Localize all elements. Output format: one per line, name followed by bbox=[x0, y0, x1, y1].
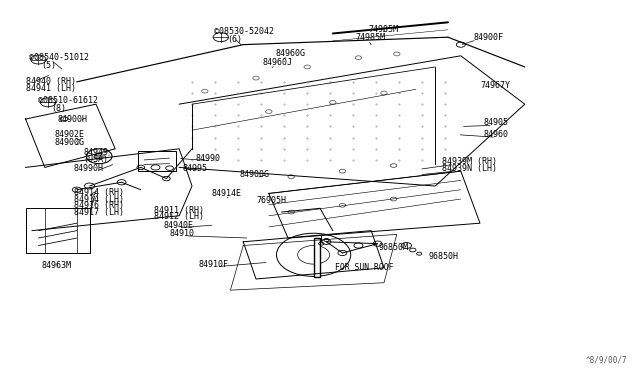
Text: 84963M: 84963M bbox=[42, 262, 72, 270]
Text: 84939N (LH): 84939N (LH) bbox=[442, 164, 497, 173]
Text: 84990H: 84990H bbox=[74, 164, 104, 173]
Text: 84900F: 84900F bbox=[474, 33, 504, 42]
Text: 84910F: 84910F bbox=[198, 260, 228, 269]
Text: 74985M: 74985M bbox=[368, 25, 398, 34]
Text: ©08540-51012: ©08540-51012 bbox=[29, 53, 89, 62]
Circle shape bbox=[94, 153, 104, 159]
Text: (6): (6) bbox=[227, 35, 242, 44]
Text: FOR SUN ROOF: FOR SUN ROOF bbox=[335, 263, 393, 272]
Text: 84914 (LH): 84914 (LH) bbox=[74, 195, 124, 203]
Text: 84912 (LH): 84912 (LH) bbox=[154, 212, 204, 221]
Text: 84960G: 84960G bbox=[275, 49, 305, 58]
Text: 74967Y: 74967Y bbox=[480, 81, 510, 90]
Text: 84960J: 84960J bbox=[262, 58, 292, 67]
Bar bbox=[138, 151, 176, 171]
Bar bbox=[314, 238, 320, 277]
Text: 84995: 84995 bbox=[182, 164, 207, 173]
Text: 84990: 84990 bbox=[195, 154, 220, 163]
Text: 84900G: 84900G bbox=[54, 138, 84, 147]
Text: 84914 (RH): 84914 (RH) bbox=[74, 188, 124, 197]
Text: 84940 (RH): 84940 (RH) bbox=[26, 77, 76, 86]
Text: ^8/9/00/7: ^8/9/00/7 bbox=[586, 356, 627, 365]
Text: 84911 (RH): 84911 (RH) bbox=[154, 206, 204, 215]
Text: (8): (8) bbox=[51, 104, 66, 113]
Text: 84940E: 84940E bbox=[163, 221, 193, 230]
Text: 84905: 84905 bbox=[483, 118, 508, 127]
Text: (USA): (USA) bbox=[83, 155, 108, 164]
Text: 84949: 84949 bbox=[83, 148, 108, 157]
Text: (5): (5) bbox=[42, 61, 56, 70]
Text: 84914E: 84914E bbox=[211, 189, 241, 198]
Text: 84960: 84960 bbox=[483, 130, 508, 139]
Text: 84902E: 84902E bbox=[54, 130, 84, 139]
Text: 76905H: 76905H bbox=[256, 196, 286, 205]
Text: 84917 (LH): 84917 (LH) bbox=[74, 208, 124, 217]
Text: 74985M: 74985M bbox=[355, 33, 385, 42]
Text: 84910: 84910 bbox=[170, 229, 195, 238]
Text: ©08530-52042: ©08530-52042 bbox=[214, 27, 275, 36]
Text: 84939M (RH): 84939M (RH) bbox=[442, 157, 497, 166]
Text: 84941 (LH): 84941 (LH) bbox=[26, 84, 76, 93]
Text: 96850H: 96850H bbox=[429, 252, 459, 261]
Bar bbox=[26, 208, 90, 253]
Text: 84900G: 84900G bbox=[240, 170, 270, 179]
Text: 84900H: 84900H bbox=[58, 115, 88, 124]
Text: 96850M: 96850M bbox=[379, 243, 409, 252]
Text: 84916 (RH): 84916 (RH) bbox=[74, 201, 124, 210]
Text: ©08510-61612: ©08510-61612 bbox=[38, 96, 99, 105]
